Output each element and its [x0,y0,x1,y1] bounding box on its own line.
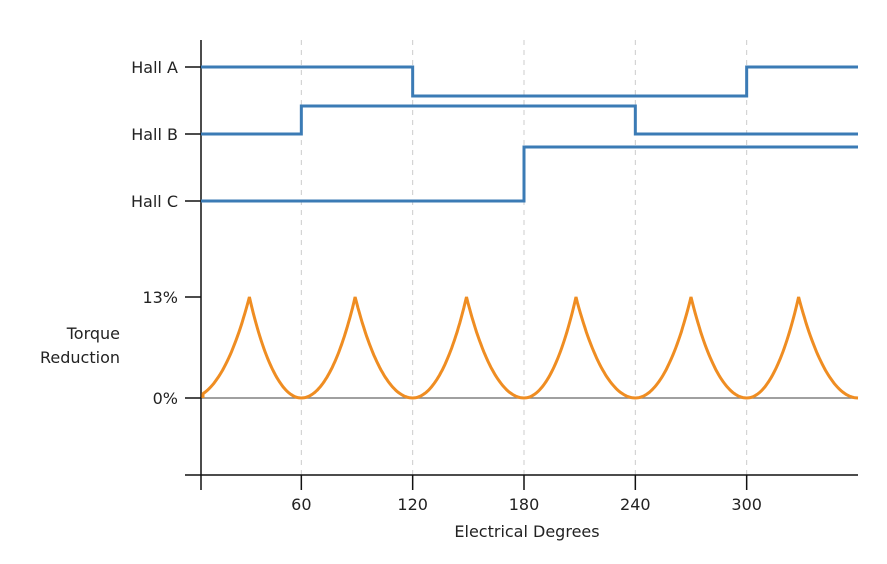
x-tick-label: 300 [731,495,762,514]
ytick-label-13: 13% [142,288,178,307]
hall-c-label: Hall C [131,192,178,211]
ytick-label-0: 0% [153,389,178,408]
hall-a-label: Hall A [131,58,178,77]
hall-b-label: Hall B [131,125,178,144]
torque-label-line2: Reduction [40,348,120,367]
hall-b-signal [201,104,858,136]
x-tick-label: 180 [509,495,540,514]
torque-label-line1: Torque [66,324,120,343]
x-tick-label: 120 [397,495,428,514]
x-tick-label: 240 [620,495,651,514]
x-axis-title: Electrical Degrees [454,522,599,541]
hall-a-signal [201,65,858,98]
x-tick-label: 60 [291,495,311,514]
hall-c-signal [201,145,858,203]
torque-ripple-curve [201,296,859,400]
